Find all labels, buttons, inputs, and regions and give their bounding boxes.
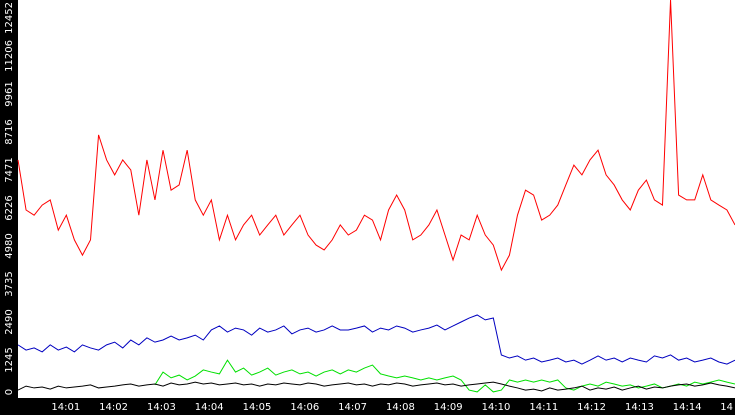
x-tick-label: 14:14: [673, 402, 702, 413]
x-tick-label: 14:06: [290, 402, 319, 413]
x-tick-label: 14:13: [625, 402, 654, 413]
y-tick-label: 12452: [4, 2, 15, 34]
x-tick-label: 14:01: [51, 402, 80, 413]
y-tick-label: 7471: [4, 157, 15, 182]
y-tick-label: 9961: [4, 81, 15, 106]
series-line: [17, 314, 735, 365]
x-tick-label: 14:09: [434, 402, 463, 413]
y-tick-label: 2490: [4, 309, 15, 334]
series-line: [154, 359, 735, 393]
x-tick-label: 14:08: [386, 402, 415, 413]
x-tick-label: 14:07: [338, 402, 367, 413]
y-tick-label: 8716: [4, 119, 15, 144]
x-tick-label: 14:05: [243, 402, 272, 413]
y-tick-label: 1245: [4, 347, 15, 372]
y-tick-label: 11206: [4, 40, 15, 72]
x-tick-label: 14:02: [99, 402, 128, 413]
y-axis-strip: [0, 0, 18, 415]
series-line: [17, 381, 735, 392]
x-tick-label: 14: [720, 402, 733, 413]
x-tick-label: 14:03: [147, 402, 176, 413]
x-tick-label: 14:11: [529, 402, 558, 413]
x-tick-label: 14:12: [577, 402, 606, 413]
x-axis-strip: [0, 398, 735, 415]
series-line: [17, 0, 735, 272]
y-tick-label: 3735: [4, 271, 15, 296]
x-tick-label: 14:04: [195, 402, 224, 413]
y-tick-label: 0: [4, 389, 15, 395]
x-tick-label: 14:10: [482, 402, 511, 413]
y-tick-label: 4980: [4, 233, 15, 258]
y-tick-label: 6226: [4, 195, 15, 220]
